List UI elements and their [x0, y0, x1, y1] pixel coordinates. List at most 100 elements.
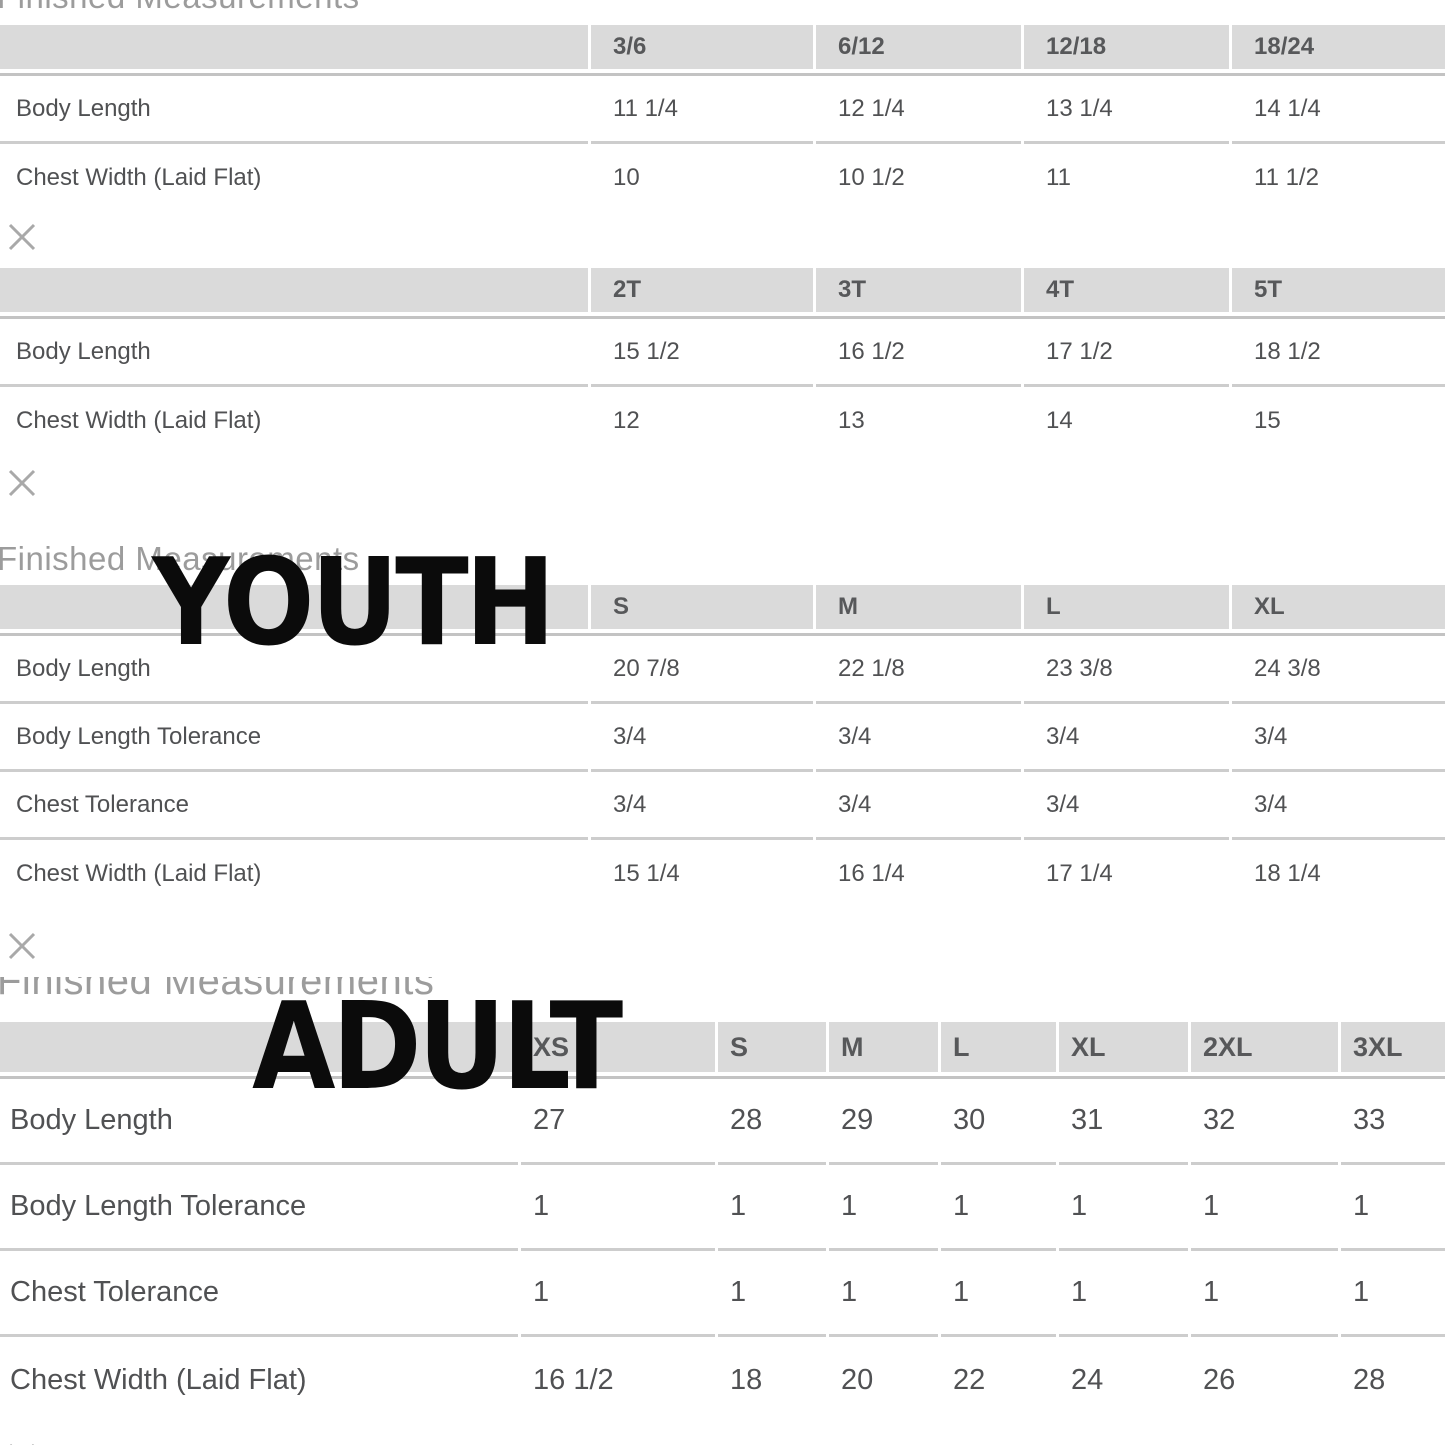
table-row: Body Length 15 1/2 16 1/2 17 1/2 18 1/2 — [0, 319, 1445, 387]
value-cell: 1 — [941, 1251, 1056, 1337]
table-row: Chest Width (Laid Flat) 16 1/2 18 20 22 24 26 2… — [0, 1337, 1445, 1423]
adult-overlay-label: ADULT — [252, 978, 623, 1117]
table-header-row: 3/6 6/12 12/18 18/24 — [0, 25, 1445, 76]
value-cell: 14 — [1046, 407, 1073, 434]
table-body: Body Length 15 1/2 16 1/2 17 1/2 18 1/2 Chest… — [0, 319, 1445, 455]
column-header-cell: 3/6 — [591, 25, 813, 69]
column-header-cell: M — [816, 585, 1021, 629]
value-cell: 1 — [1059, 1165, 1188, 1251]
column-header-cell: XL — [1059, 1022, 1188, 1072]
row-label: Chest Width (Laid Flat) — [16, 407, 262, 434]
size-table-adult: XS S M L XL 2XL 3XL Body Length 27 28 29 30 31 32 33 B… — [0, 1022, 1445, 1423]
value-cell: 3/4 — [1024, 704, 1229, 772]
value-cell: 30 — [941, 1079, 1056, 1165]
value-cell: 28 — [1353, 1363, 1386, 1396]
value-cell: 1 — [829, 1165, 938, 1251]
value-cell: 10 1/2 — [838, 164, 905, 191]
value-cell: 3/4 — [591, 772, 813, 840]
value-cell: 15 1/2 — [591, 319, 813, 387]
column-header-cell: 2T — [591, 268, 813, 312]
column-header-cell: 12/18 — [1024, 25, 1229, 69]
section-heading: Finished Measurements — [0, 977, 435, 1003]
close-x-shape — [8, 223, 36, 251]
close-icon[interactable] — [5, 466, 39, 500]
close-icon[interactable] — [5, 220, 39, 254]
table-row: Body Length Tolerance 1 1 1 1 1 1 1 — [0, 1165, 1445, 1251]
value-cell: 1 — [521, 1251, 715, 1337]
value-cell: 3/4 — [591, 704, 813, 772]
table-row: Chest Width (Laid Flat) 10 10 1/2 11 11 1/2 — [0, 144, 1445, 212]
column-header-cell: M — [829, 1022, 938, 1072]
value-cell: 10 — [613, 164, 640, 191]
value-cell: 15 — [1254, 407, 1281, 434]
table-row: Body Length 27 28 29 30 31 32 33 — [0, 1079, 1445, 1165]
column-header-cell: 3XL — [1341, 1022, 1445, 1072]
column-header-cell: L — [941, 1022, 1056, 1072]
header-spacer-cell — [0, 25, 588, 69]
value-cell: 12 1/4 — [816, 76, 1021, 144]
column-header-cell: 6/12 — [816, 25, 1021, 69]
row-label: Body Length Tolerance — [0, 704, 588, 772]
row-label: Chest Width (Laid Flat) — [16, 164, 262, 191]
row-label: Chest Tolerance — [0, 772, 588, 840]
value-cell: 22 1/8 — [816, 636, 1021, 704]
value-cell: 33 — [1341, 1079, 1445, 1165]
row-label: Chest Width (Laid Flat) — [16, 860, 262, 887]
value-cell: 12 — [613, 407, 640, 434]
column-header-cell: S — [718, 1022, 826, 1072]
youth-overlay-label: YOUTH — [152, 534, 556, 673]
value-cell: 1 — [1341, 1251, 1445, 1337]
value-cell: 3/4 — [816, 772, 1021, 840]
table-row: Body Length Tolerance 3/4 3/4 3/4 3/4 — [0, 704, 1445, 772]
value-cell: 26 — [1203, 1363, 1236, 1396]
table-row: Chest Tolerance 3/4 3/4 3/4 3/4 — [0, 772, 1445, 840]
row-label: Body Length Tolerance — [0, 1165, 518, 1251]
row-label: Body Length — [0, 319, 588, 387]
value-cell: 1 — [718, 1165, 826, 1251]
table-header-row: 2T 3T 4T 5T — [0, 268, 1445, 319]
table-row: Chest Width (Laid Flat) 12 13 14 15 — [0, 387, 1445, 455]
close-x-shape — [10, 1443, 34, 1445]
column-header-cell: 18/24 — [1232, 25, 1445, 69]
value-cell: 18 1/4 — [1254, 860, 1321, 887]
column-header-cell: 3T — [816, 268, 1021, 312]
value-cell: 3/4 — [1232, 772, 1445, 840]
section-heading: Finished Measurements — [0, 540, 360, 577]
size-table-youth: S M L XL Body Length 20 7/8 22 1/8 23 3/8 24 3/… — [0, 585, 1445, 908]
value-cell: 18 1/2 — [1232, 319, 1445, 387]
value-cell: 11 — [1046, 164, 1071, 191]
value-cell: 17 1/2 — [1024, 319, 1229, 387]
value-cell: 1 — [1059, 1251, 1188, 1337]
table-header-row: S M L XL — [0, 585, 1445, 636]
value-cell: 3/4 — [816, 704, 1021, 772]
close-icon[interactable] — [5, 1440, 39, 1445]
column-header-cell: XS — [521, 1022, 715, 1072]
value-cell: 16 1/2 — [816, 319, 1021, 387]
value-cell: 3/4 — [1232, 704, 1445, 772]
table-header-row: XS S M L XL 2XL 3XL — [0, 1022, 1445, 1079]
value-cell: 28 — [718, 1079, 826, 1165]
row-label: Body Length — [0, 76, 588, 144]
value-cell: 20 — [841, 1363, 874, 1396]
table-body: Body Length 11 1/4 12 1/4 13 1/4 14 1/4 Chest… — [0, 76, 1445, 212]
table-row: Body Length 11 1/4 12 1/4 13 1/4 14 1/4 — [0, 76, 1445, 144]
column-header-cell: 5T — [1232, 268, 1445, 312]
value-cell: 3/4 — [1024, 772, 1229, 840]
value-cell: 14 1/4 — [1232, 76, 1445, 144]
table-row: Chest Width (Laid Flat) 15 1/4 16 1/4 17 1/… — [0, 840, 1445, 908]
row-label: Body Length — [0, 636, 588, 704]
value-cell: 1 — [521, 1165, 715, 1251]
close-icon[interactable] — [5, 929, 39, 963]
size-table-infant: 3/6 6/12 12/18 18/24 Body Length 11 1/4 12 1/… — [0, 25, 1445, 212]
table-body: Body Length 27 28 29 30 31 32 33 Body Length Tol… — [0, 1079, 1445, 1423]
value-cell: 1 — [829, 1251, 938, 1337]
value-cell: 22 — [953, 1363, 986, 1396]
column-header-cell: XL — [1232, 585, 1445, 629]
column-header-cell: 2XL — [1191, 1022, 1338, 1072]
value-cell: 1 — [1341, 1165, 1445, 1251]
value-cell: 1 — [718, 1251, 826, 1337]
value-cell: 24 3/8 — [1232, 636, 1445, 704]
row-label: Body Length — [0, 1079, 518, 1165]
section-heading-clipped: Finished Measurements — [0, 977, 697, 1003]
